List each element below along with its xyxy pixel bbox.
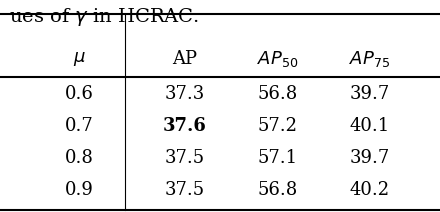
Text: 0.6: 0.6 [65, 85, 94, 103]
Text: 57.1: 57.1 [257, 149, 297, 167]
Text: 39.7: 39.7 [349, 149, 390, 167]
Text: 37.6: 37.6 [163, 117, 207, 135]
Text: 0.9: 0.9 [65, 181, 94, 199]
Text: 40.1: 40.1 [349, 117, 390, 135]
Text: 37.5: 37.5 [165, 181, 205, 199]
Text: 40.2: 40.2 [349, 181, 390, 199]
Text: $AP_{50}$: $AP_{50}$ [257, 49, 298, 69]
Text: 39.7: 39.7 [349, 85, 390, 103]
Text: 0.7: 0.7 [65, 117, 94, 135]
Text: $\mu$: $\mu$ [73, 50, 86, 68]
Text: 57.2: 57.2 [257, 117, 297, 135]
Text: 56.8: 56.8 [257, 181, 297, 199]
Text: 56.8: 56.8 [257, 85, 297, 103]
Text: ues of $\gamma$ in HCRAC.: ues of $\gamma$ in HCRAC. [9, 6, 199, 28]
Text: AP: AP [172, 50, 197, 68]
Text: 37.5: 37.5 [165, 149, 205, 167]
Text: 0.8: 0.8 [65, 149, 94, 167]
Text: 37.3: 37.3 [165, 85, 205, 103]
Text: $AP_{75}$: $AP_{75}$ [349, 49, 390, 69]
